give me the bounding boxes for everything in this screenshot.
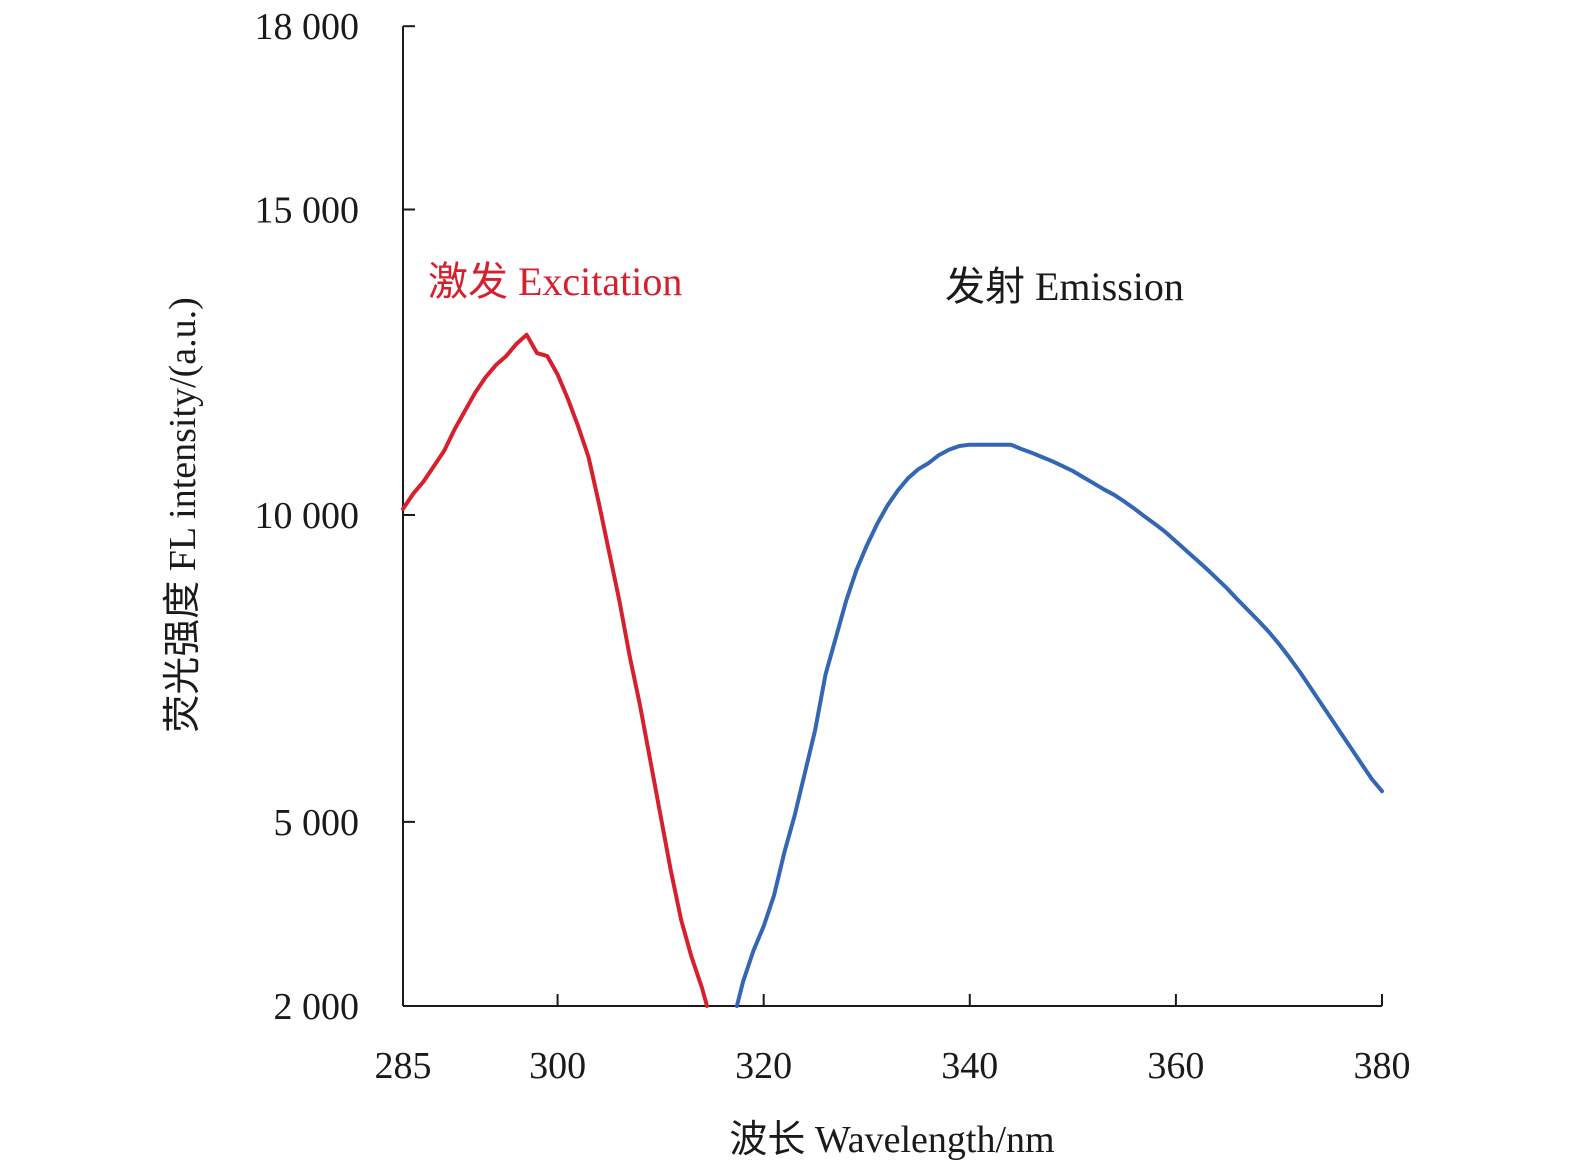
x-axis-title: 波长 Wavelength/nm bbox=[729, 1119, 1054, 1161]
excitation-curve bbox=[401, 332, 709, 1008]
x-tick-label: 380 bbox=[1354, 1045, 1411, 1087]
x-tick-label: 320 bbox=[735, 1045, 792, 1087]
x-tick-label: 285 bbox=[375, 1045, 432, 1087]
x-tick-label: 340 bbox=[941, 1045, 998, 1087]
y-tick-label: 18 000 bbox=[255, 6, 360, 48]
axes: 2 000 5 000 10 000 15 000 18 000 285 300 320 340… bbox=[255, 6, 1411, 1087]
emission-curve bbox=[734, 442, 1384, 1008]
labels-layer: 激发 Excitation 发射 Emission 波长 Wavelength/… bbox=[162, 259, 1184, 1161]
y-axis-title: 荧光强度 FL intensity/(a.u.) bbox=[162, 297, 204, 733]
x-tick-label: 360 bbox=[1147, 1045, 1204, 1087]
emission-series-label: 发射 Emission bbox=[945, 264, 1184, 309]
excitation-series-label: 激发 Excitation bbox=[428, 259, 682, 304]
x-tick-label: 300 bbox=[529, 1045, 586, 1087]
series-layer bbox=[401, 332, 1384, 1008]
y-tick-label: 5 000 bbox=[274, 802, 360, 844]
y-tick-label: 10 000 bbox=[255, 495, 360, 537]
y-tick-label: 15 000 bbox=[255, 190, 360, 232]
y-tick-label: 2 000 bbox=[274, 986, 360, 1028]
